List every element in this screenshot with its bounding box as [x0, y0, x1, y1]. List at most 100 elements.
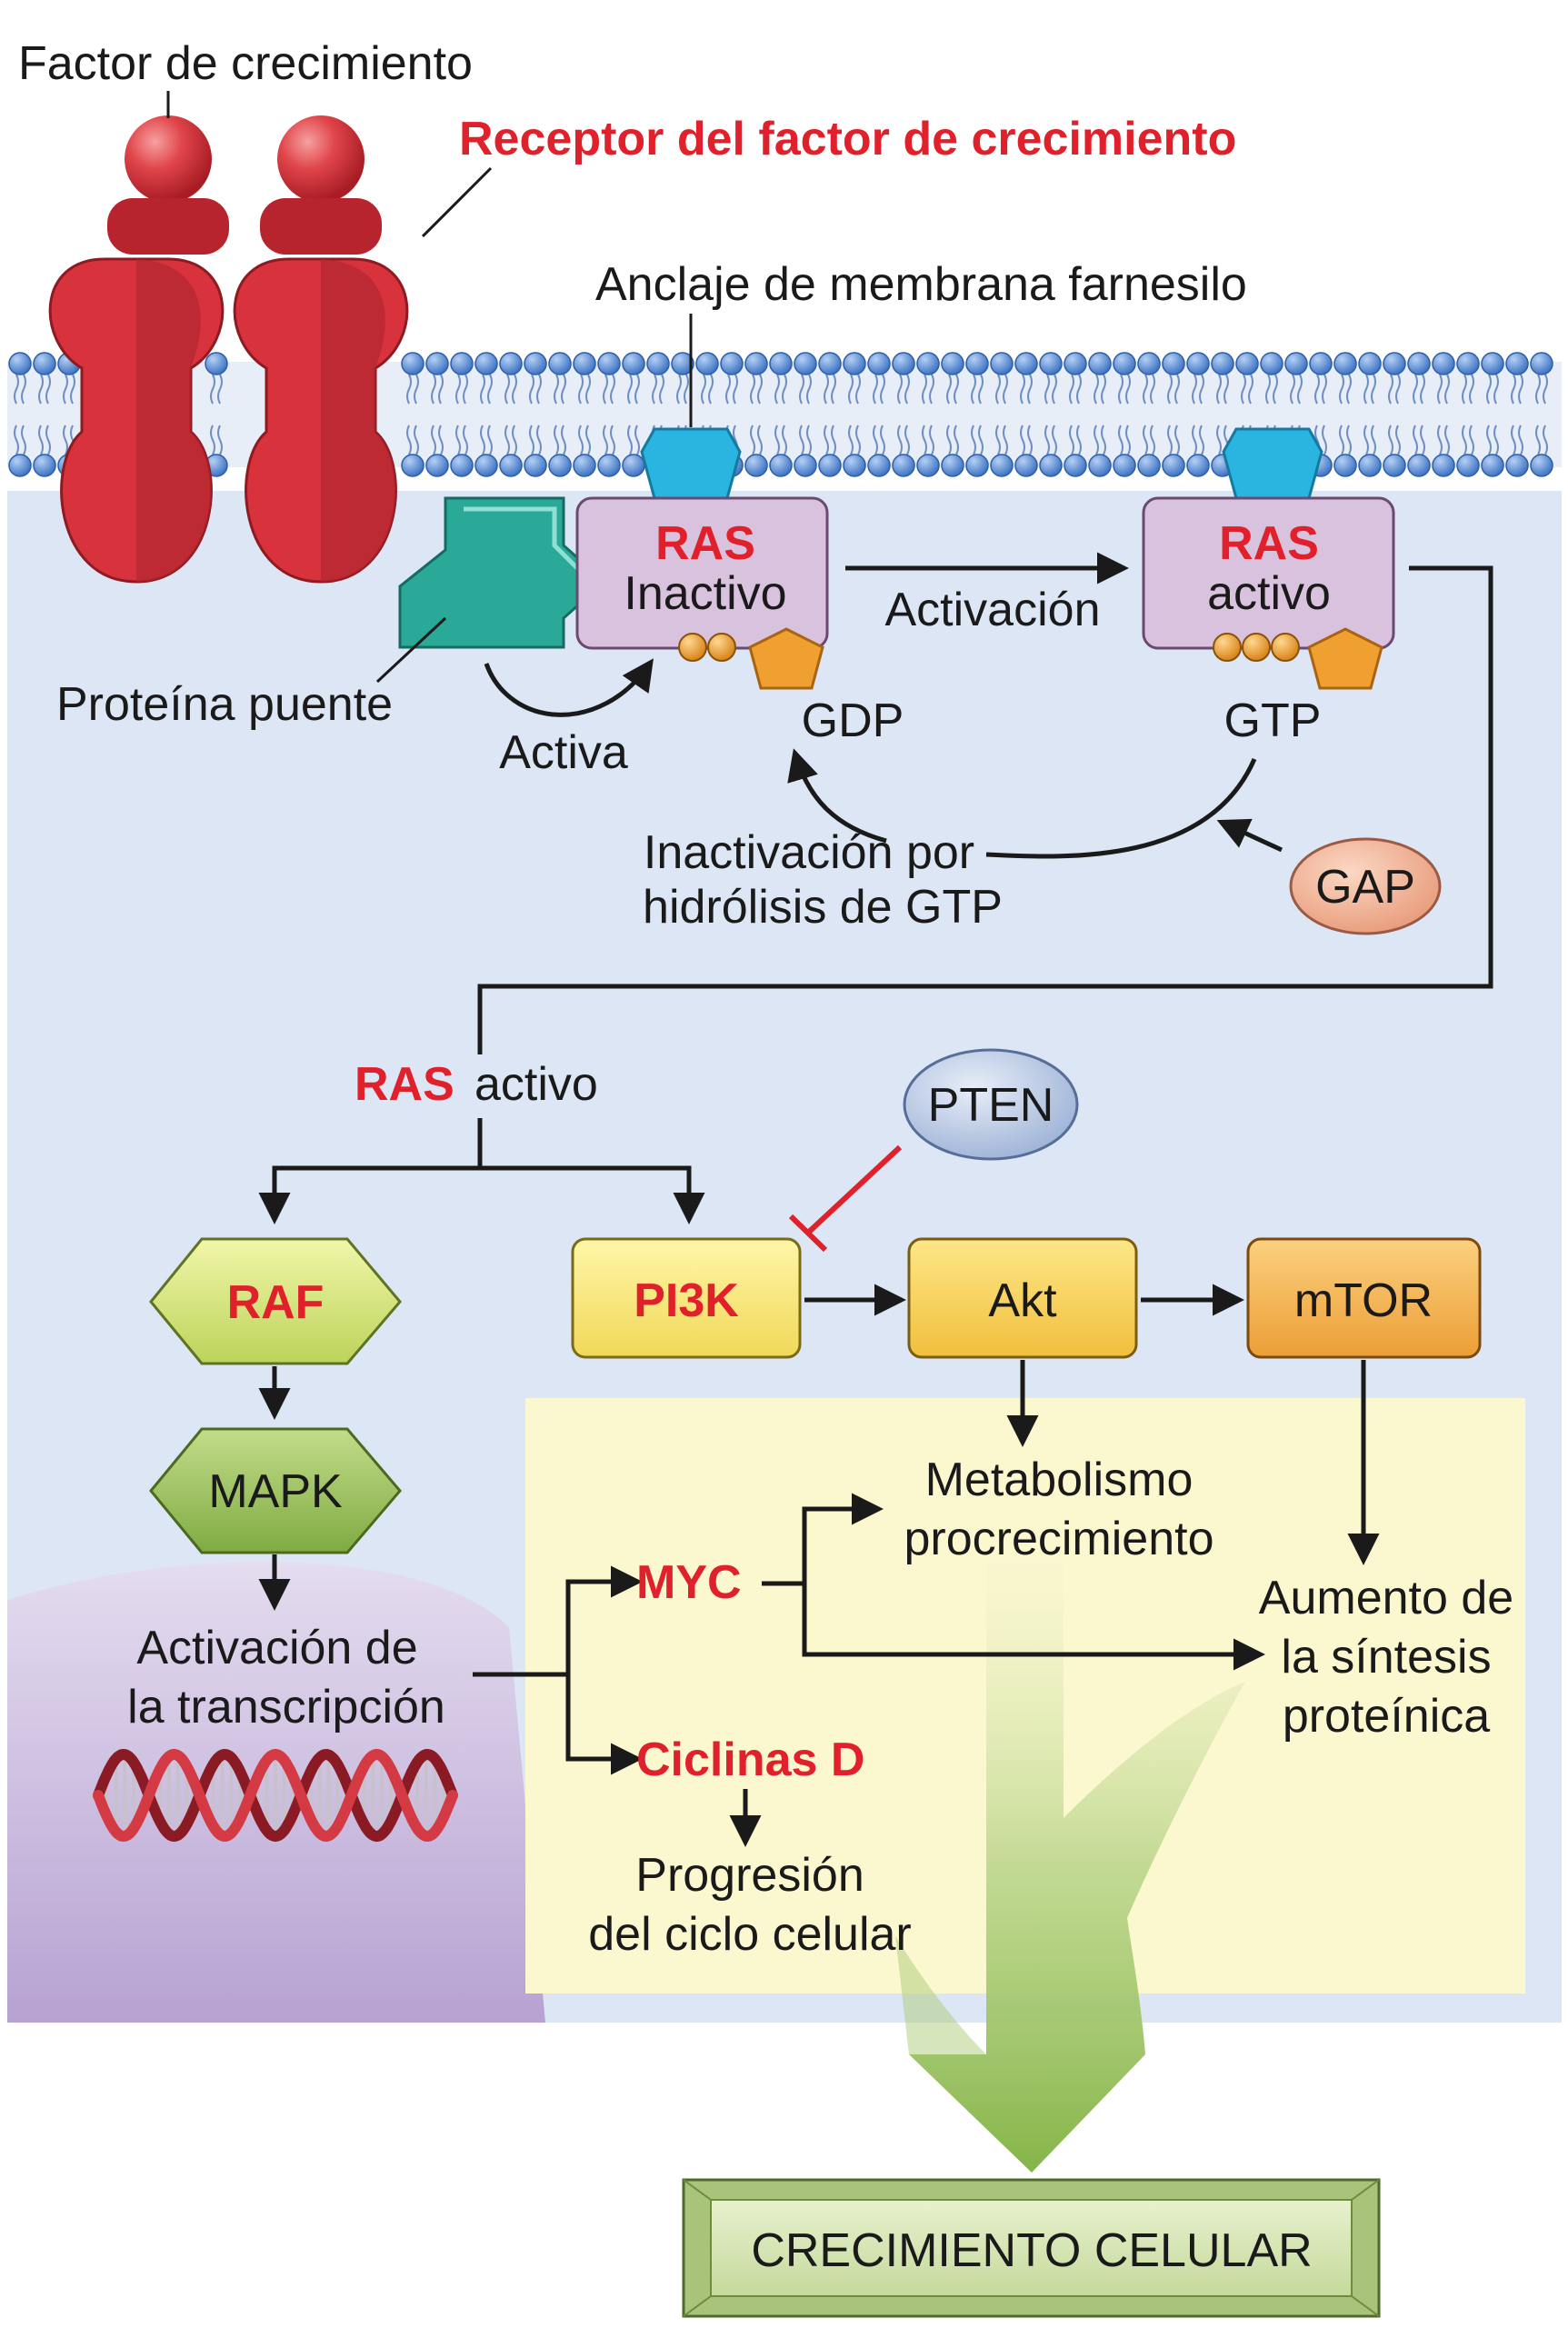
- membrane-lipid-tail: [578, 425, 584, 455]
- membrane-lipid-tail: [1339, 425, 1344, 455]
- membrane-lipid-head: [1162, 454, 1185, 477]
- membrane-lipid-tail: [806, 374, 812, 405]
- membrane-lipid-tail: [929, 425, 934, 455]
- membrane-lipid-tail: [561, 425, 566, 455]
- ras-inactive-title: RAS: [655, 517, 755, 570]
- membrane-lipid-tail: [1346, 374, 1352, 405]
- bridge-protein-leader: [375, 616, 447, 684]
- membrane-lipid-head: [573, 352, 596, 375]
- membrane-lipid-head: [1530, 352, 1553, 375]
- membrane-lipid-tail: [880, 374, 885, 405]
- membrane-lipid-tail: [431, 425, 436, 455]
- membrane-lipid-head: [1137, 454, 1161, 477]
- membrane-lipid-tail: [1290, 374, 1295, 405]
- membrane-lipid-tail: [824, 425, 829, 455]
- membrane-lipid-head: [1309, 352, 1333, 375]
- membrane-lipid-tail: [922, 425, 927, 455]
- membrane-lipid-head: [499, 454, 523, 477]
- membrane-lipid-head: [450, 454, 474, 477]
- membrane-lipid-tail: [431, 374, 436, 405]
- membrane-lipid-head: [450, 352, 474, 375]
- membrane-lipid-tail: [774, 374, 780, 405]
- protein-synthesis-label-line2: la síntesis: [1281, 1631, 1491, 1684]
- membrane-lipid-head: [1137, 352, 1161, 375]
- membrane-lipid-tail: [1388, 374, 1393, 405]
- metabolism-label-line2: procrecimiento: [904, 1513, 1213, 1565]
- membrane-lipid-head: [1064, 454, 1087, 477]
- membrane-lipid-head: [990, 454, 1014, 477]
- membrane-lipid-tail: [995, 425, 1001, 455]
- membrane-lipid-head: [1088, 454, 1112, 477]
- membrane-lipid-tail: [603, 374, 608, 405]
- membrane-lipid-tail: [1420, 374, 1425, 405]
- membrane-lipid-tail: [897, 425, 903, 455]
- membrane-lipid-tail: [904, 374, 910, 405]
- membrane-lipid-tail: [652, 374, 657, 405]
- membrane-lipid-tail: [1395, 374, 1401, 405]
- membrane-lipid-head: [1162, 352, 1185, 375]
- pten-inhibition-line: [806, 1144, 903, 1234]
- membrane-lipid-tail: [1535, 425, 1541, 455]
- membrane-lipid-tail: [929, 374, 934, 405]
- growth-factor-receptor-right: [233, 257, 409, 584]
- membrane-lipid-tail: [554, 374, 559, 405]
- receptor-label: Receptor del factor de crecimiento: [459, 113, 1236, 165]
- membrane-lipid-tail: [954, 425, 959, 455]
- membrane-lipid-head: [818, 352, 842, 375]
- membrane-lipid-head: [8, 352, 32, 375]
- membrane-lipid-tail: [1216, 425, 1222, 455]
- cell-growth-big-arrow: [909, 1564, 1245, 2173]
- membrane-lipid-tail: [463, 374, 468, 405]
- membrane-lipid-head: [794, 352, 817, 375]
- ras-active-state: activo: [1207, 567, 1331, 620]
- membrane-lipid-tail: [1518, 425, 1523, 455]
- ras-active-ras-label: RAS: [355, 1058, 454, 1111]
- membrane-lipid-tail: [1174, 425, 1180, 455]
- membrane-lipid-tail: [1371, 425, 1376, 455]
- membrane-lipid-tail: [455, 374, 461, 405]
- membrane-lipid-head: [1530, 454, 1553, 477]
- membrane-lipid-tail: [848, 374, 854, 405]
- membrane-lipid-tail: [1192, 425, 1197, 455]
- membrane-lipid-tail: [1388, 425, 1393, 455]
- membrane-lipid-tail: [1167, 374, 1173, 405]
- mtor-label: mTOR: [1294, 1274, 1433, 1327]
- membrane-lipid-tail: [1444, 425, 1450, 455]
- membrane-lipid-tail: [1273, 374, 1278, 405]
- bridge-protein-label: Proteína puente: [56, 678, 393, 731]
- membrane-lipid-head: [597, 454, 621, 477]
- membrane-lipid-tail: [1003, 425, 1008, 455]
- membrane-lipid-tail: [1020, 425, 1025, 455]
- gap-label: GAP: [1315, 861, 1415, 914]
- membrane-lipid-tail: [504, 374, 510, 405]
- membrane-lipid-head: [1113, 454, 1136, 477]
- receptor-leader: [421, 166, 493, 238]
- membrane-lipid-tail: [1420, 425, 1425, 455]
- membrane-lipid-tail: [1248, 374, 1253, 405]
- membrane-lipid-head: [1113, 352, 1136, 375]
- membrane-lipid-tail: [561, 374, 566, 405]
- membrane-lipid-tail: [1101, 374, 1106, 405]
- activation-label: Activación: [885, 584, 1101, 636]
- membrane-lipid-tail: [1314, 374, 1320, 405]
- cell-membrane: [7, 352, 1562, 477]
- membrane-lipid-tail: [63, 374, 68, 405]
- membrane-lipid-tail: [1493, 425, 1499, 455]
- membrane-lipid-tail: [971, 374, 976, 405]
- membrane-lipid-head: [548, 454, 572, 477]
- membrane-lipid-tail: [1027, 425, 1033, 455]
- membrane-lipid-head: [671, 352, 694, 375]
- gtp-molecule: [1213, 627, 1383, 690]
- membrane-lipid-head: [990, 352, 1014, 375]
- membrane-lipid-head: [965, 352, 989, 375]
- membrane-lipid-head: [1014, 454, 1038, 477]
- membrane-lipid-tail: [750, 374, 755, 405]
- raf-node: [149, 1237, 402, 1365]
- transcription-label-line1: Activación de: [136, 1622, 417, 1674]
- activates-arrow: [484, 658, 654, 717]
- membrane-lipid-tail: [1297, 374, 1303, 405]
- membrane-lipid-tail: [1543, 374, 1548, 405]
- inactivation-label-line1: Inactivación por: [644, 826, 974, 879]
- membrane-lipid-head: [33, 454, 56, 477]
- farnesyl-anchor-inactive: [640, 427, 742, 500]
